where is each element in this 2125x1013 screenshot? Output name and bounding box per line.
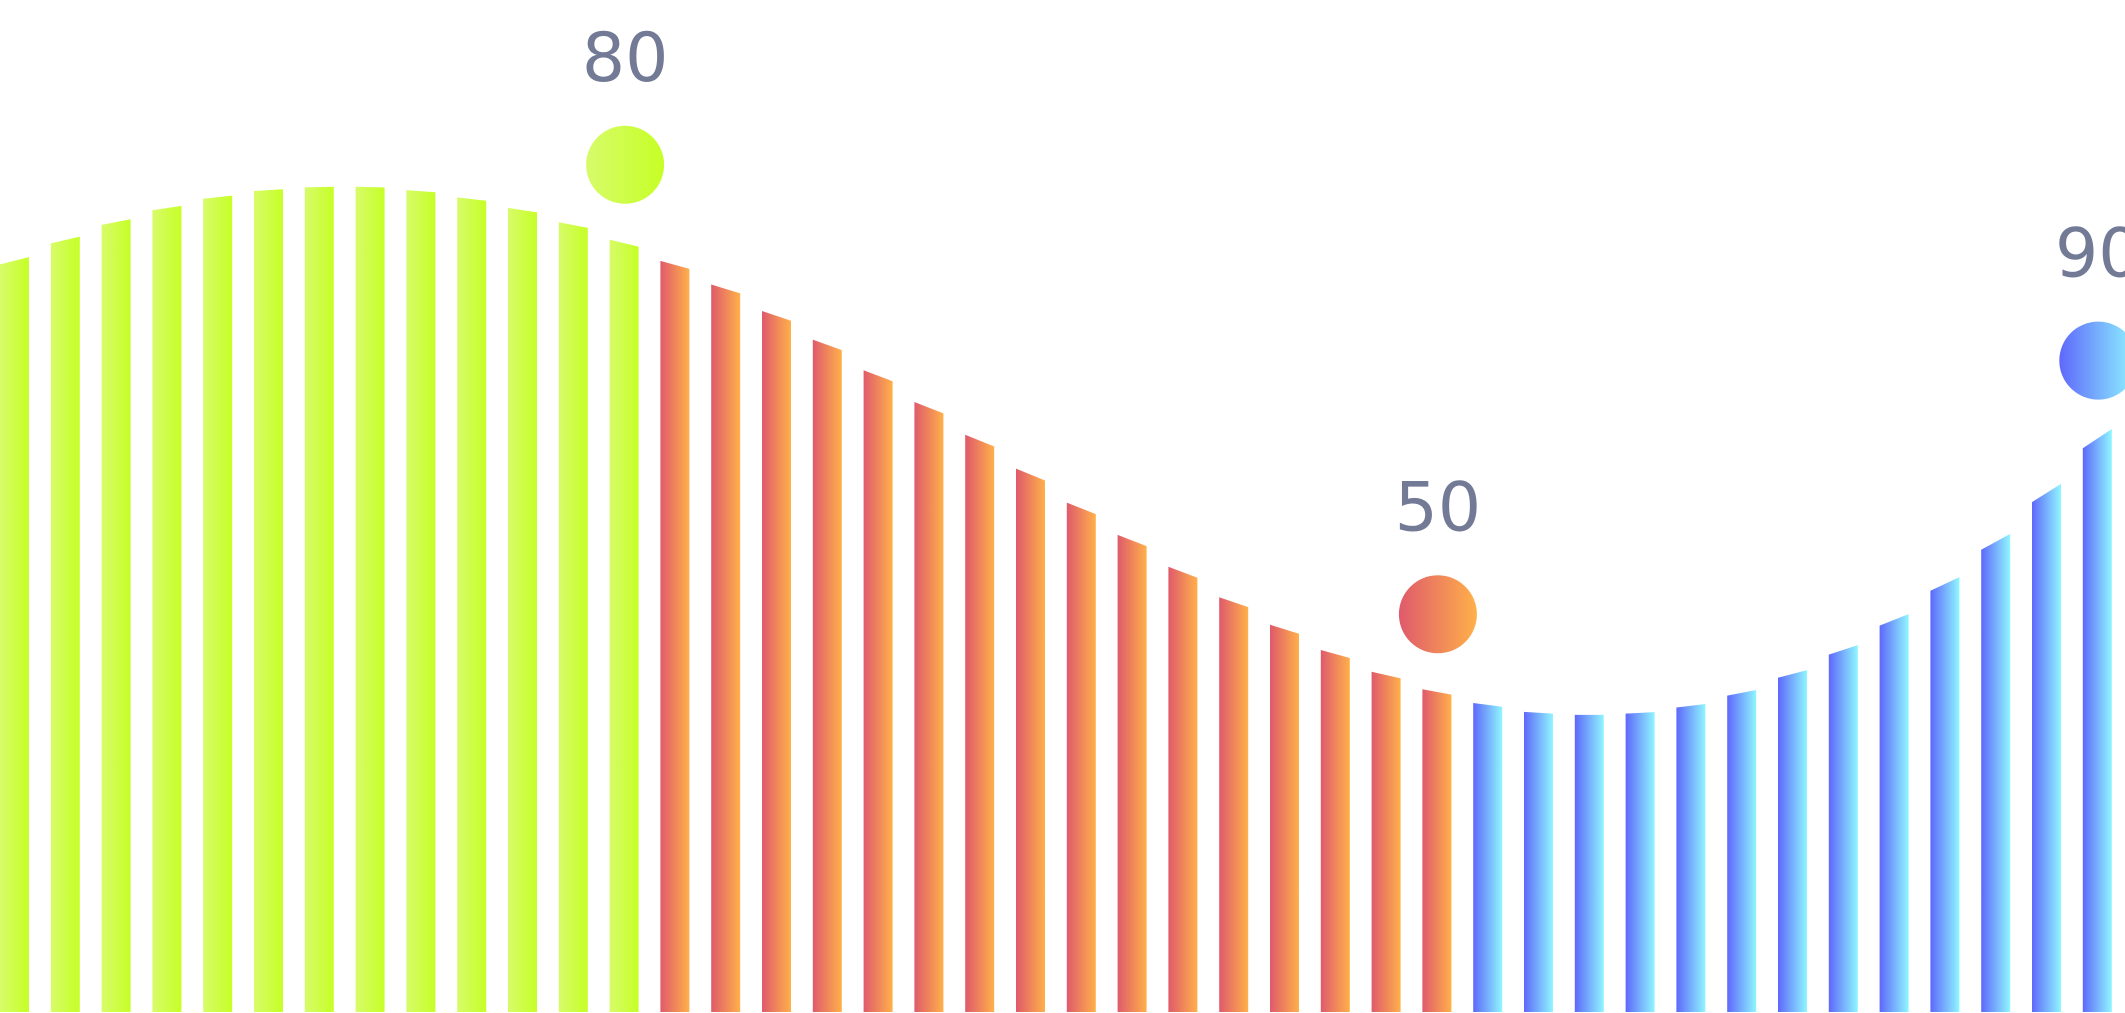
bar-30 — [1473, 703, 1503, 1012]
marker-label-80: 80 — [582, 19, 669, 98]
bar-17 — [812, 339, 842, 1013]
bar-23 — [1117, 534, 1147, 1012]
bar-29 — [1422, 689, 1452, 1012]
bar-36 — [1778, 670, 1807, 1012]
marker-label-50: 50 — [1395, 468, 1482, 547]
bar-13 — [609, 239, 639, 1013]
bar-41 — [2032, 483, 2061, 1012]
bar-34 — [1676, 704, 1706, 1012]
bar-18 — [863, 370, 893, 1012]
bar-1 — [0, 257, 29, 1013]
bar-14 — [660, 260, 690, 1012]
bar-39 — [1930, 577, 1960, 1012]
bar-3 — [101, 219, 131, 1013]
bars-group — [0, 186, 2112, 1013]
bar-8 — [355, 186, 385, 1013]
bar-25 — [1219, 597, 1249, 1012]
bar-15 — [711, 284, 741, 1012]
bar-28 — [1371, 671, 1401, 1012]
bar-22 — [1066, 502, 1096, 1012]
bar-20 — [965, 434, 995, 1012]
bar-37 — [1828, 645, 1858, 1012]
bar-10 — [457, 197, 487, 1012]
bar-16 — [762, 311, 791, 1012]
marker-label-90: 90 — [2055, 215, 2125, 294]
bar-21 — [1016, 468, 1045, 1013]
marker-dot-90 — [2059, 321, 2125, 400]
bar-4 — [152, 205, 182, 1012]
bar-12 — [558, 222, 588, 1012]
bar-42 — [2082, 429, 2112, 1012]
bar-7 — [304, 186, 334, 1013]
bar-32 — [1574, 714, 1604, 1012]
bar-24 — [1168, 566, 1198, 1012]
bar-27 — [1320, 650, 1350, 1012]
bar-40 — [1981, 533, 2011, 1012]
bar-2 — [50, 236, 80, 1013]
marker-dot-50 — [1398, 575, 1477, 654]
bar-11 — [508, 207, 537, 1012]
bar-35 — [1727, 690, 1757, 1012]
bar-6 — [254, 189, 283, 1013]
bar-9 — [406, 190, 436, 1013]
marker-dot-80 — [586, 125, 665, 204]
bar-31 — [1524, 711, 1553, 1012]
bar-5 — [203, 195, 233, 1013]
bar-33 — [1625, 712, 1655, 1012]
bar-26 — [1270, 624, 1299, 1012]
bar-38 — [1879, 614, 1909, 1012]
bar-19 — [914, 402, 944, 1012]
markers-group: 80 50 90 — [582, 19, 2125, 654]
